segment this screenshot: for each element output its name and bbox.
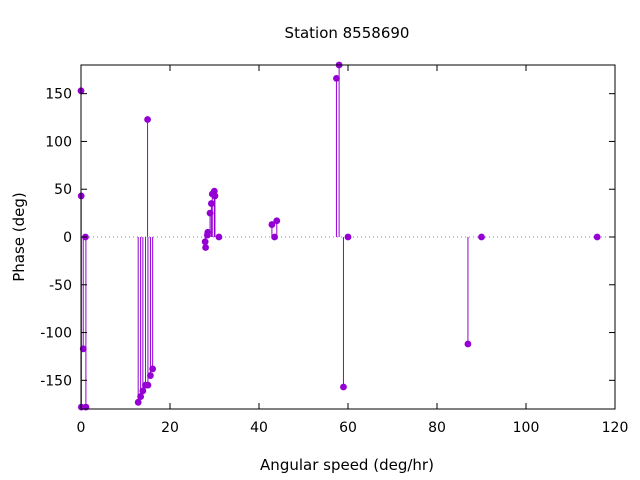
y-tick-label: 100 <box>45 134 72 150</box>
data-point <box>268 221 276 228</box>
data-point <box>134 398 142 406</box>
data-point <box>201 238 209 246</box>
data-point <box>207 200 215 207</box>
y-tick-label: 150 <box>45 87 72 103</box>
data-point <box>144 381 152 389</box>
data-point <box>137 393 145 400</box>
tick-layer: 0 20 40 60 80 100 120 -150 -100 -50 0 50 100 150 <box>40 65 628 436</box>
y-axis-title: Phase (deg) <box>10 192 28 282</box>
data-point <box>211 192 219 200</box>
data-point <box>344 233 352 241</box>
data-point <box>147 372 154 379</box>
y-tick-label: 50 <box>54 182 72 198</box>
x-tick-label: 20 <box>161 420 179 436</box>
data-point <box>204 228 212 236</box>
data-point <box>340 383 347 391</box>
data-point <box>333 74 340 82</box>
x-tick-label: 0 <box>77 420 86 436</box>
x-tick-label: 60 <box>339 420 357 436</box>
y-tick-label: 0 <box>63 230 72 246</box>
data-point <box>202 244 210 251</box>
point-layer <box>77 61 601 411</box>
data-point <box>271 233 278 241</box>
y-tick-label: -150 <box>40 373 72 389</box>
data-point <box>215 233 223 241</box>
x-tick-label: 100 <box>513 420 540 436</box>
y-tick-label: -50 <box>49 278 72 294</box>
x-tick-label: 120 <box>602 420 629 436</box>
data-point <box>478 233 485 241</box>
y-tick-label: -100 <box>40 326 72 342</box>
data-point <box>149 365 157 373</box>
x-tick-label: 80 <box>428 420 446 436</box>
x-tick-label: 40 <box>250 420 268 436</box>
data-point <box>206 209 214 217</box>
data-point <box>79 345 87 353</box>
data-point <box>139 387 147 395</box>
data-point <box>273 217 281 225</box>
chart-title: Station 8558690 <box>285 24 410 42</box>
x-axis-title: Angular speed (deg/hr) <box>260 456 434 474</box>
data-point <box>144 116 151 123</box>
data-point <box>593 233 601 241</box>
data-point <box>464 340 472 348</box>
